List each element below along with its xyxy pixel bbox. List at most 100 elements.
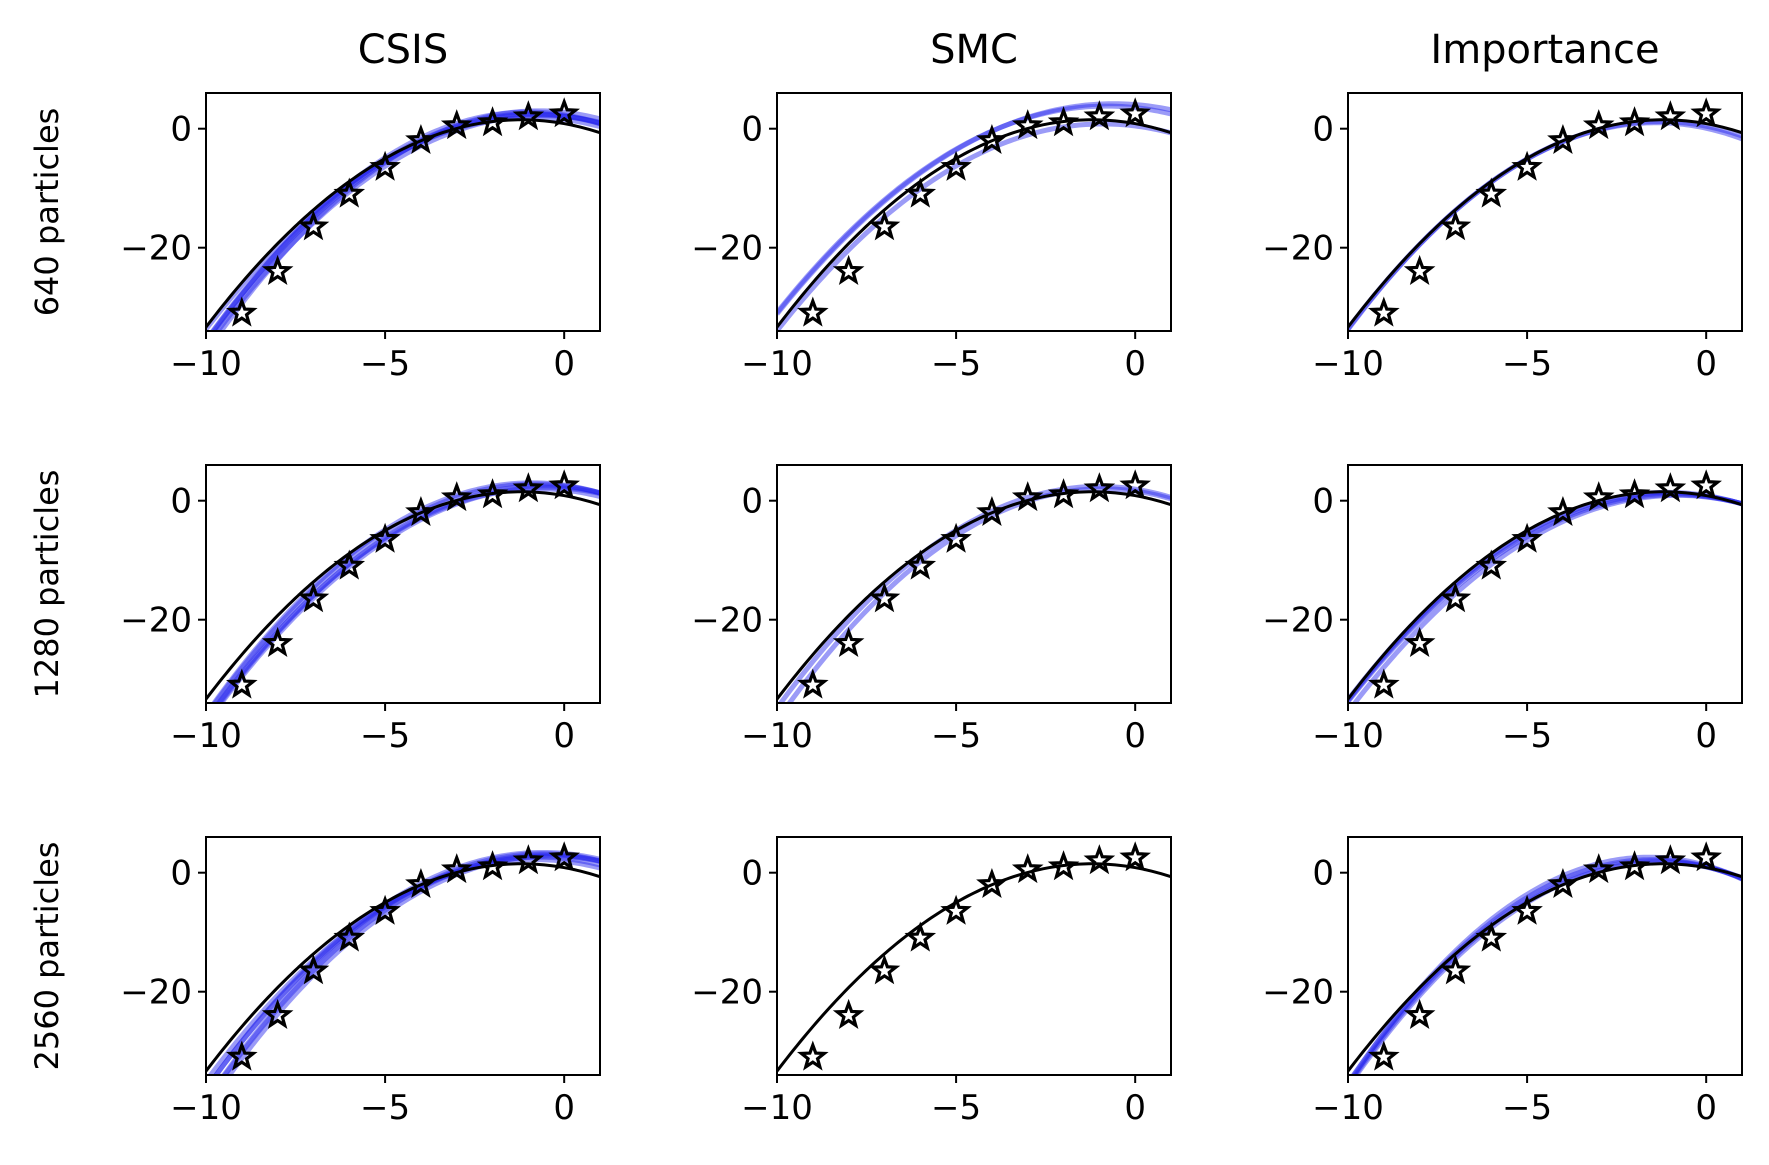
observation-star (297, 210, 330, 241)
observation-star (1083, 844, 1116, 875)
axes-frame (205, 836, 601, 1076)
y-tick-label: −20 (120, 973, 192, 1013)
y-tick-label: 0 (741, 482, 763, 522)
y-tick-label: 0 (1312, 110, 1334, 150)
observation-star (405, 867, 437, 899)
y-tick-label: −20 (1262, 601, 1334, 641)
observation-star (440, 481, 473, 512)
x-tick-label: 0 (1124, 1088, 1146, 1128)
observation-star (1368, 296, 1400, 327)
true-curve (777, 862, 1171, 1073)
y-tick-label: 0 (170, 110, 192, 150)
x-tick-label: 0 (553, 716, 575, 756)
observation-star (832, 254, 865, 285)
plot-area (1348, 469, 1742, 703)
observation-star (226, 1040, 258, 1071)
plot-area (206, 841, 600, 1075)
observation-star (1439, 210, 1472, 241)
y-tick-label: −20 (1262, 973, 1334, 1013)
panel-importance-2560: −10 −5 0 −20 0 (1262, 836, 1743, 1128)
observation-star (512, 844, 545, 875)
plot-area (206, 469, 600, 703)
axes-frame (1347, 92, 1743, 332)
observation-star (832, 998, 865, 1029)
observation-star (904, 549, 937, 580)
observation-star (333, 921, 366, 952)
x-tick-label: −5 (1502, 716, 1552, 756)
observation-star (1618, 106, 1651, 137)
x-tick-label: −10 (1312, 1088, 1384, 1128)
observation-star (1690, 841, 1722, 872)
x-tick-label: −5 (931, 1088, 981, 1128)
axes-frame (205, 464, 601, 704)
posterior-curve (1348, 492, 1742, 703)
axes-frame (1347, 464, 1743, 704)
observation-star (512, 100, 545, 131)
y-tick-label: 0 (741, 110, 763, 150)
observation-star (1083, 100, 1116, 131)
observation-star (940, 894, 972, 925)
x-tick-label: 0 (1695, 716, 1717, 756)
observation-star (1011, 853, 1044, 884)
observation-star (1475, 549, 1508, 580)
y-tick-label: 0 (741, 854, 763, 894)
axes-frame (1347, 836, 1743, 1076)
observation-star (548, 469, 580, 500)
observation-star (1690, 97, 1722, 128)
plot-area (777, 469, 1171, 703)
observation-star (868, 582, 901, 613)
observation-star (797, 1040, 829, 1071)
observation-star (512, 472, 545, 503)
x-tick-label: 0 (1124, 716, 1146, 756)
observation-star (940, 150, 972, 181)
axes-frame (205, 92, 601, 332)
observation-star (369, 894, 401, 925)
observation-star (261, 254, 294, 285)
posterior-curve (786, 486, 1171, 703)
x-tick-label: −5 (1502, 1088, 1552, 1128)
posterior-curve (220, 851, 600, 1075)
observation-star (1547, 123, 1579, 155)
observation-star (797, 296, 829, 327)
y-tick-label: 0 (1312, 482, 1334, 522)
axes-frame (776, 836, 1172, 1076)
observation-star (797, 668, 829, 699)
panels: −10 −5 0 −20 0 −10 −5 0 −20 0 −10 −5 0 −20 0 −10 −5 0 −20 0… (120, 92, 1743, 1128)
panel-importance-640: −10 −5 0 −20 0 (1262, 92, 1743, 384)
posterior-curve (211, 480, 600, 703)
row-label: 2560 particles (28, 842, 66, 1071)
observation-star (940, 522, 972, 553)
observation-star (976, 495, 1008, 527)
x-tick-label: −5 (360, 1088, 410, 1128)
observation-star (1582, 853, 1615, 884)
posterior-curve (777, 121, 1171, 331)
posterior-curve (777, 103, 1171, 315)
observation-star (1011, 109, 1044, 140)
y-tick-label: −20 (691, 229, 763, 269)
observation-star (1511, 522, 1543, 553)
posterior-curve (777, 101, 1171, 316)
x-tick-label: −5 (360, 344, 410, 384)
observation-star (548, 97, 580, 128)
observation-star (1582, 109, 1615, 140)
observation-star (1368, 1040, 1400, 1071)
plot-area (777, 841, 1171, 1073)
observation-star (1047, 478, 1080, 509)
observation-star (405, 123, 437, 155)
observation-star (1047, 106, 1080, 137)
observation-star (1654, 472, 1687, 503)
observation-star (904, 921, 937, 952)
panel-smc-2560: −10 −5 0 −20 0 (691, 836, 1172, 1128)
row-label: 640 particles (28, 108, 66, 317)
observation-star (976, 123, 1008, 155)
posterior-curve (1348, 120, 1742, 331)
observation-star (1403, 626, 1436, 657)
observation-star (440, 109, 473, 140)
column-title: Importance (1430, 27, 1659, 73)
y-tick-label: 0 (170, 482, 192, 522)
posterior-curve (1348, 119, 1742, 331)
x-tick-label: −5 (360, 716, 410, 756)
x-tick-label: −10 (1312, 716, 1384, 756)
panel-csis-2560: −10 −5 0 −20 0 (120, 836, 601, 1128)
